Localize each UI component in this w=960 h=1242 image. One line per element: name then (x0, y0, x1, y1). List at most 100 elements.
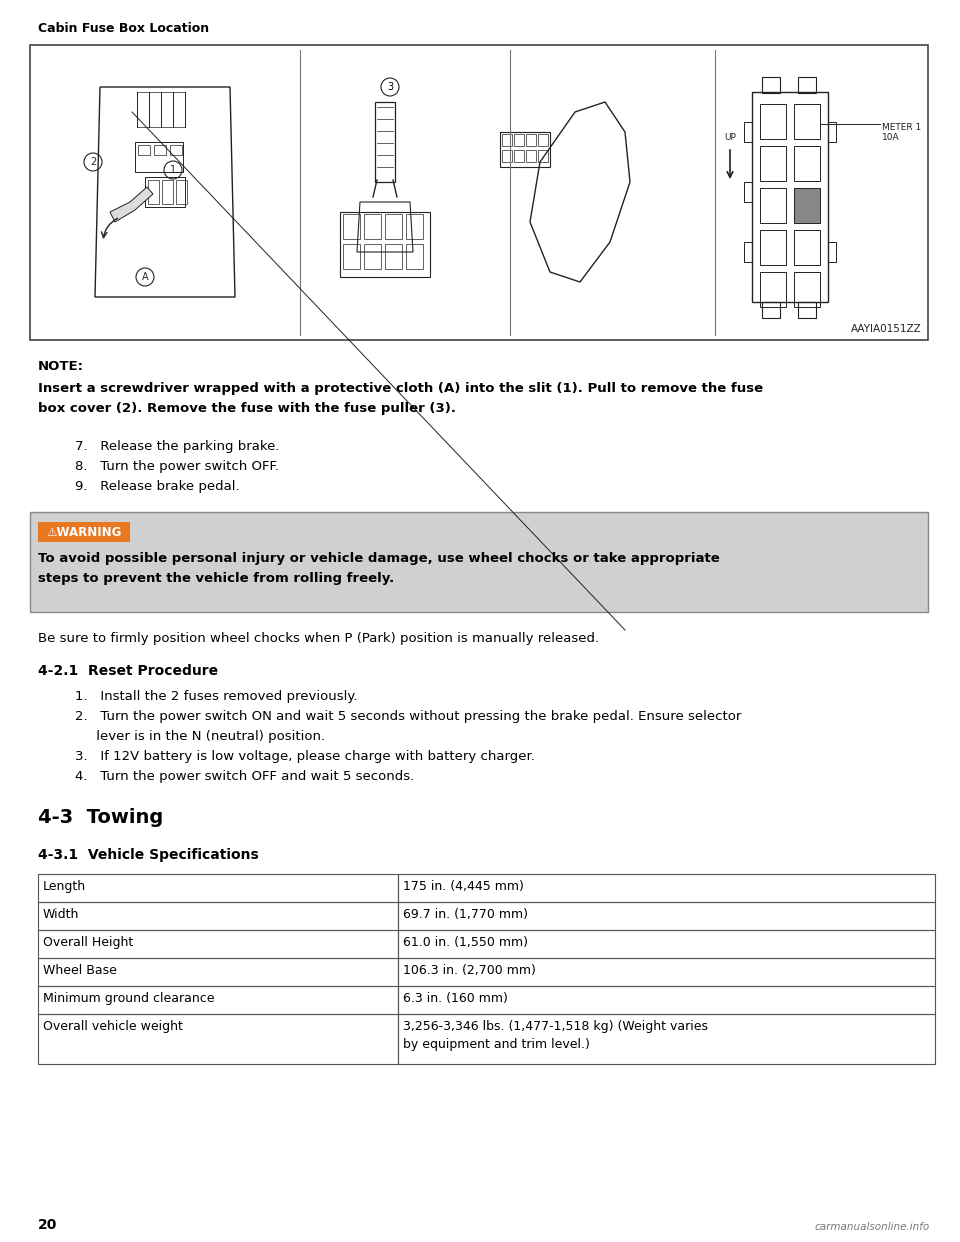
Bar (798, 77, 816, 93)
Bar (398, 958, 935, 986)
Bar (398, 986, 935, 1013)
Bar (828, 122, 836, 142)
Bar (406, 243, 423, 270)
Text: To avoid possible personal injury or vehicle damage, use wheel chocks or take ap: To avoid possible personal injury or veh… (38, 551, 720, 565)
Text: Be sure to firmly position wheel chocks when P (Park) position is manually relea: Be sure to firmly position wheel chocks … (38, 632, 599, 645)
Bar (162, 180, 173, 204)
Bar (502, 150, 512, 161)
Text: 106.3 in. (2,700 mm): 106.3 in. (2,700 mm) (403, 964, 536, 977)
Text: by equipment and trim level.): by equipment and trim level.) (403, 1038, 589, 1051)
Bar (38, 930, 398, 958)
Bar (176, 180, 187, 204)
Text: 69.7 in. (1,770 mm): 69.7 in. (1,770 mm) (403, 908, 528, 922)
Text: 4-2.1  Reset Procedure: 4-2.1 Reset Procedure (38, 664, 218, 678)
Bar (154, 145, 166, 155)
Bar (343, 214, 360, 238)
Bar (762, 302, 780, 318)
Text: 7.   Release the parking brake.: 7. Release the parking brake. (75, 440, 279, 453)
Bar (500, 132, 550, 166)
Text: steps to prevent the vehicle from rolling freely.: steps to prevent the vehicle from rollin… (38, 573, 395, 585)
Bar (398, 902, 935, 930)
Bar (760, 147, 786, 181)
Bar (744, 242, 752, 262)
Bar (30, 45, 928, 340)
Text: Insert a screwdriver wrapped with a protective cloth (A) into the slit (1). Pull: Insert a screwdriver wrapped with a prot… (38, 383, 763, 395)
Text: 1: 1 (170, 165, 176, 175)
Bar (30, 512, 928, 612)
Text: 175 in. (4,445 mm): 175 in. (4,445 mm) (403, 881, 524, 893)
Text: 20: 20 (38, 1218, 58, 1232)
Text: Cabin Fuse Box Location: Cabin Fuse Box Location (38, 22, 209, 35)
Bar (170, 145, 182, 155)
Bar (138, 145, 150, 155)
Bar (38, 874, 398, 902)
Text: Width: Width (43, 908, 80, 922)
Bar (375, 102, 395, 183)
Text: Length: Length (43, 881, 86, 893)
Bar (343, 243, 360, 270)
Bar (744, 122, 752, 142)
Text: 4-3.1  Vehicle Specifications: 4-3.1 Vehicle Specifications (38, 848, 259, 862)
Text: 1.   Install the 2 fuses removed previously.: 1. Install the 2 fuses removed previousl… (75, 691, 357, 703)
Bar (526, 134, 536, 147)
Bar (38, 986, 398, 1013)
Bar (385, 214, 402, 238)
Bar (752, 92, 828, 302)
Text: 9.   Release brake pedal.: 9. Release brake pedal. (75, 479, 240, 493)
Bar (538, 150, 548, 161)
Text: Wheel Base: Wheel Base (43, 964, 117, 977)
Text: 2: 2 (90, 156, 96, 166)
Bar (38, 902, 398, 930)
Bar (502, 134, 512, 147)
FancyBboxPatch shape (38, 522, 130, 542)
Bar (794, 147, 820, 181)
Bar (38, 958, 398, 986)
Bar (398, 874, 935, 902)
Bar (762, 77, 780, 93)
Bar (794, 104, 820, 139)
Text: 3: 3 (387, 82, 393, 92)
Bar (538, 134, 548, 147)
Text: 8.   Turn the power switch OFF.: 8. Turn the power switch OFF. (75, 460, 279, 473)
Text: A: A (142, 272, 148, 282)
Bar (526, 150, 536, 161)
Text: box cover (2). Remove the fuse with the fuse puller (3).: box cover (2). Remove the fuse with the … (38, 402, 456, 415)
Bar (760, 230, 786, 265)
Bar (798, 302, 816, 318)
Bar (385, 243, 402, 270)
Text: 4.   Turn the power switch OFF and wait 5 seconds.: 4. Turn the power switch OFF and wait 5 … (75, 770, 415, 782)
Bar (794, 272, 820, 307)
Bar (135, 142, 183, 171)
Text: Overall vehicle weight: Overall vehicle weight (43, 1020, 182, 1033)
Text: NOTE:: NOTE: (38, 360, 84, 373)
Text: 3.   If 12V battery is low voltage, please charge with battery charger.: 3. If 12V battery is low voltage, please… (75, 750, 535, 763)
Text: UP: UP (724, 133, 736, 142)
Text: 4-3  Towing: 4-3 Towing (38, 809, 163, 827)
Bar (398, 930, 935, 958)
Bar (794, 230, 820, 265)
Text: AAYIA0151ZZ: AAYIA0151ZZ (852, 324, 922, 334)
Bar (145, 178, 185, 207)
Text: 2.   Turn the power switch ON and wait 5 seconds without pressing the brake peda: 2. Turn the power switch ON and wait 5 s… (75, 710, 741, 723)
Text: Overall Height: Overall Height (43, 936, 133, 949)
Text: lever is in the N (neutral) position.: lever is in the N (neutral) position. (75, 730, 325, 743)
Bar (340, 212, 430, 277)
Bar (364, 243, 381, 270)
Bar (514, 134, 524, 147)
Text: ⚠WARNING: ⚠WARNING (46, 525, 122, 539)
Text: METER 1: METER 1 (882, 123, 922, 132)
Text: 10A: 10A (882, 133, 900, 142)
Bar (406, 214, 423, 238)
Bar (148, 180, 159, 204)
Bar (364, 214, 381, 238)
Text: 6.3 in. (160 mm): 6.3 in. (160 mm) (403, 992, 508, 1005)
Bar (744, 183, 752, 202)
Text: 3,256-3,346 lbs. (1,477-1,518 kg) (Weight varies: 3,256-3,346 lbs. (1,477-1,518 kg) (Weigh… (403, 1020, 708, 1033)
Text: 61.0 in. (1,550 mm): 61.0 in. (1,550 mm) (403, 936, 528, 949)
Polygon shape (110, 188, 153, 222)
Bar (760, 272, 786, 307)
Text: carmanualsonline.info: carmanualsonline.info (815, 1222, 930, 1232)
Bar (760, 104, 786, 139)
Bar (398, 1013, 935, 1064)
Text: Minimum ground clearance: Minimum ground clearance (43, 992, 214, 1005)
